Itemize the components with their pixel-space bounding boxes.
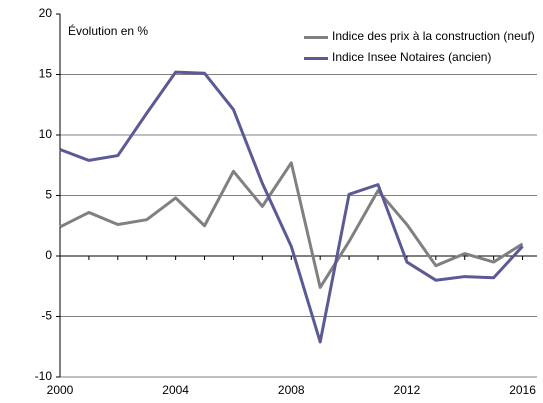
x-tick-label: 2016 [509, 383, 536, 397]
legend: Indice des prix à la construction (neuf)… [300, 30, 536, 72]
y-tick-label: 20 [39, 6, 53, 20]
series-line [59, 161, 524, 289]
legend-item: Indice Insee Notaires (ancien) [300, 51, 536, 64]
y-tick-label: 0 [45, 248, 52, 262]
legend-label: Indice des prix à la construction (neuf) [332, 29, 535, 43]
legend-item: Indice des prix à la construction (neuf) [300, 30, 536, 43]
y-tick-label: 15 [39, 67, 53, 81]
x-tick-label: 2008 [278, 383, 305, 397]
legend-swatch [304, 57, 328, 60]
y-tick-label: -10 [35, 369, 53, 383]
annotation: Évolution en % [68, 24, 149, 38]
y-tick-label: -5 [41, 309, 52, 323]
y-tick-label: 10 [39, 127, 53, 141]
legend-label: Indice Insee Notaires (ancien) [332, 50, 492, 64]
x-tick-label: 2000 [47, 383, 74, 397]
x-tick-label: 2012 [394, 383, 421, 397]
legend-swatch [304, 36, 328, 39]
y-tick-label: 5 [45, 188, 52, 202]
x-tick-label: 2004 [162, 383, 189, 397]
series-line [59, 70, 524, 344]
